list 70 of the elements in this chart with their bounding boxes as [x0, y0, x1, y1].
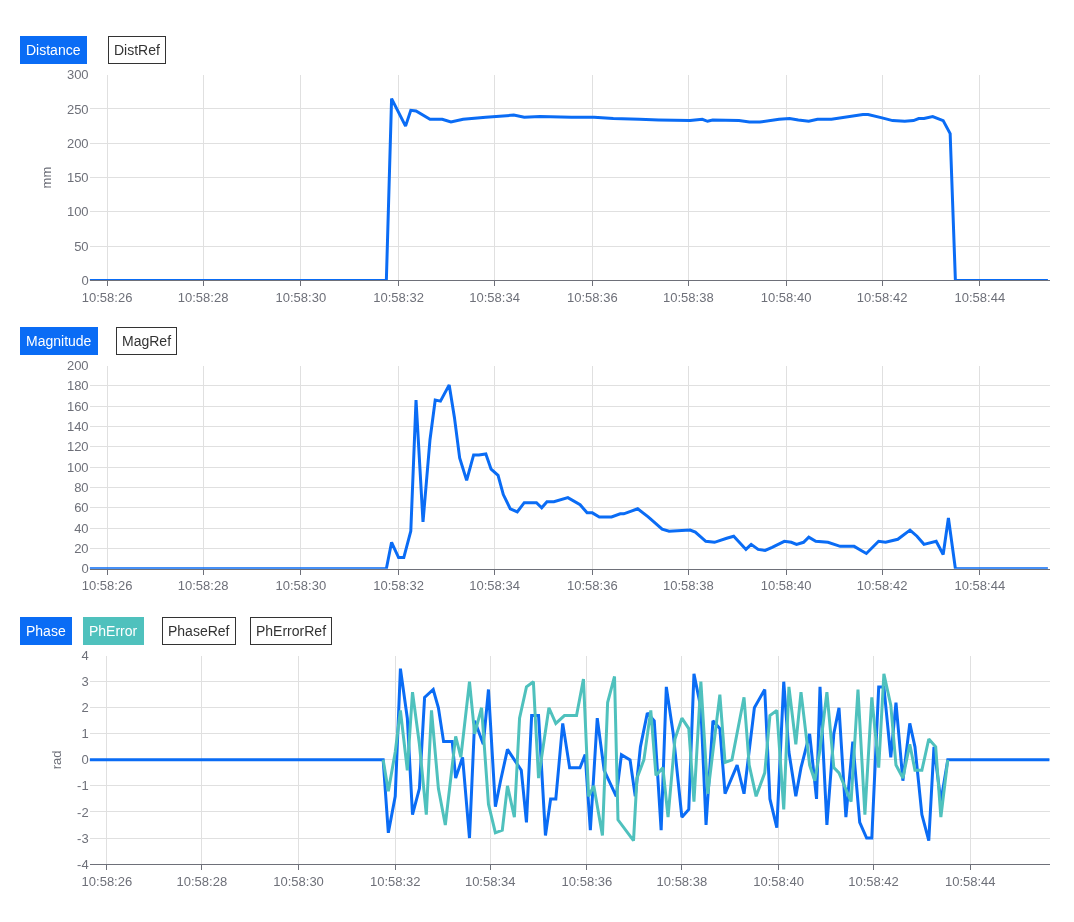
x-tick-label: 10:58:36: [567, 290, 618, 306]
y-tick-label: 120: [66, 439, 89, 455]
y-tick-label: 0: [81, 752, 89, 768]
line-series: [89, 383, 1050, 569]
text: MagRef: [122, 333, 172, 349]
x-tick-label: 10:58:44: [944, 873, 996, 889]
y-tick-label: 140: [66, 419, 89, 435]
y-tick-label: 4: [81, 648, 89, 664]
y-tick-label: -2: [77, 804, 89, 820]
x-tick-label: 10:58:44: [954, 578, 1006, 594]
legend-label: DistRef: [114, 42, 161, 58]
x-tick-label: 10:58:34: [469, 578, 520, 594]
y-tick-label: -4: [77, 856, 89, 872]
y-axis-title: rad: [49, 750, 64, 770]
x-tick-label: 10:58:32: [369, 873, 421, 889]
y-tick-label: 1: [81, 726, 89, 742]
y-tick-label: 200: [66, 358, 89, 374]
y-tick-label: 40: [74, 520, 89, 536]
x-tick-label: 10:58:26: [81, 873, 133, 889]
x-tick-label: 10:58:38: [656, 873, 708, 889]
y-tick-label: 100: [66, 204, 89, 220]
y-tick-label: 250: [66, 101, 89, 117]
x-tick-label: 10:58:28: [177, 578, 229, 594]
y-tick-label: -1: [77, 778, 89, 794]
y-tick-label: 60: [74, 500, 89, 516]
text: Phase: [26, 623, 66, 639]
x-tick-label: 10:58:30: [273, 873, 324, 889]
x-tick-label: 10:58:42: [856, 578, 908, 594]
y-tick-label: 150: [66, 170, 89, 186]
y-tick-label: -3: [77, 830, 89, 846]
x-tick-label: 10:58:30: [275, 578, 327, 594]
y-tick-label: 0: [81, 272, 89, 288]
x-tick-label: 10:58:26: [81, 290, 133, 306]
y-tick-label: 300: [66, 67, 89, 83]
y-tick-label: 2: [81, 700, 89, 716]
x-tick-label: 10:58:40: [760, 578, 812, 594]
text: PhaseRef: [168, 623, 230, 639]
x-tick-label: 10:58:36: [567, 578, 618, 594]
x-tick-label: 10:58:38: [663, 578, 714, 594]
y-axis-title: mm: [38, 166, 54, 189]
y-tick-label: 20: [74, 540, 89, 556]
x-tick-label: 10:58:28: [176, 873, 228, 889]
text: Distance: [26, 42, 81, 58]
y-tick-label: 200: [66, 135, 89, 151]
y-tick-label: 3: [81, 674, 89, 690]
x-tick-label: 10:58:40: [753, 873, 804, 889]
y-tick-label: 180: [66, 378, 89, 394]
x-tick-label: 10:58:34: [469, 290, 520, 306]
x-tick-label: 10:58:42: [848, 873, 899, 889]
x-tick-label: 10:58:36: [561, 873, 613, 889]
x-tick-label: 10:58:32: [373, 578, 424, 594]
x-tick-label: 10:58:30: [275, 290, 327, 306]
y-tick-label: 50: [74, 238, 89, 254]
text: Magnitude: [26, 333, 92, 349]
line-series: [381, 672, 950, 843]
line-series: [89, 97, 1050, 281]
x-tick-label: 10:58:42: [856, 290, 908, 306]
x-tick-label: 10:58:34: [464, 873, 516, 889]
text: PhErrorRef: [256, 623, 327, 639]
y-tick-label: 0: [81, 561, 89, 577]
x-tick-label: 10:58:32: [373, 290, 424, 306]
x-tick-label: 10:58:40: [760, 290, 812, 306]
y-tick-label: 160: [66, 398, 89, 414]
text: PhError: [89, 623, 138, 639]
y-tick-label: 80: [74, 480, 89, 496]
x-tick-label: 10:58:38: [663, 290, 714, 306]
x-tick-label: 10:58:44: [954, 290, 1006, 306]
x-tick-label: 10:58:26: [81, 578, 133, 594]
y-tick-label: 100: [66, 459, 89, 475]
x-tick-label: 10:58:28: [177, 290, 229, 306]
